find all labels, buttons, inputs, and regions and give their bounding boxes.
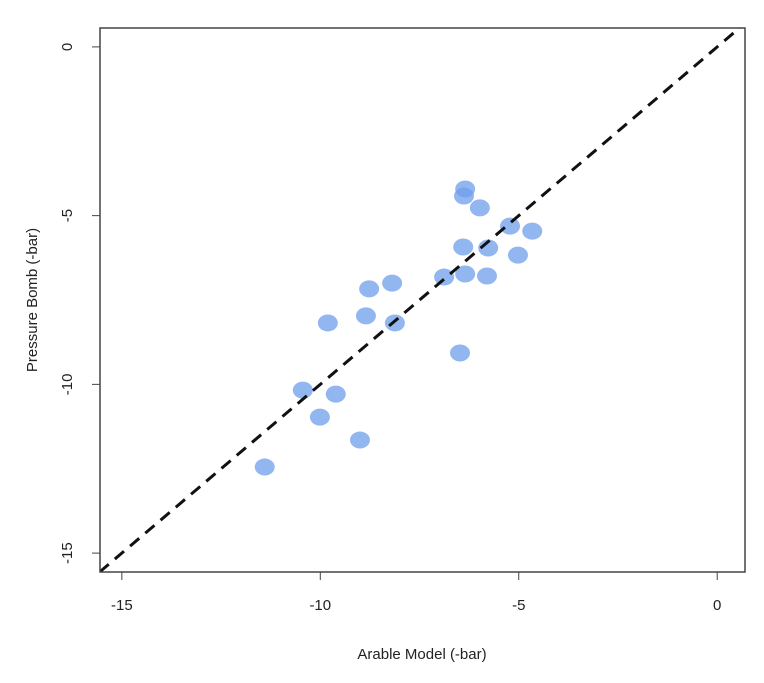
point xyxy=(507,246,528,264)
point xyxy=(469,199,490,217)
y-tick-label: -5 xyxy=(59,209,76,222)
identity-line xyxy=(100,28,742,572)
point xyxy=(359,280,380,298)
point xyxy=(455,265,476,283)
point xyxy=(382,274,403,292)
x-axis-label: Arable Model (-bar) xyxy=(357,646,486,663)
point xyxy=(292,381,313,399)
x-tick-label: -15 xyxy=(111,597,133,614)
y-tick-label: 0 xyxy=(59,43,76,51)
point xyxy=(522,222,543,240)
point xyxy=(317,314,338,332)
point xyxy=(254,458,275,476)
y-tick-label: -10 xyxy=(59,374,76,396)
x-tick-label: -5 xyxy=(512,597,525,614)
point xyxy=(450,344,471,362)
point xyxy=(325,385,346,403)
plot-frame xyxy=(99,27,746,573)
point xyxy=(434,268,455,286)
point xyxy=(500,217,521,235)
y-axis-label: Pressure Bomb (-bar) xyxy=(24,228,41,372)
point xyxy=(477,267,497,285)
x-tick-label: -10 xyxy=(309,597,331,614)
point xyxy=(455,180,476,198)
point xyxy=(453,238,474,256)
point xyxy=(384,314,405,332)
point xyxy=(355,307,376,325)
point xyxy=(309,408,330,426)
x-tick-label: 0 xyxy=(713,597,721,614)
point xyxy=(349,431,370,449)
y-tick-label: -15 xyxy=(59,542,76,564)
point xyxy=(478,239,499,257)
